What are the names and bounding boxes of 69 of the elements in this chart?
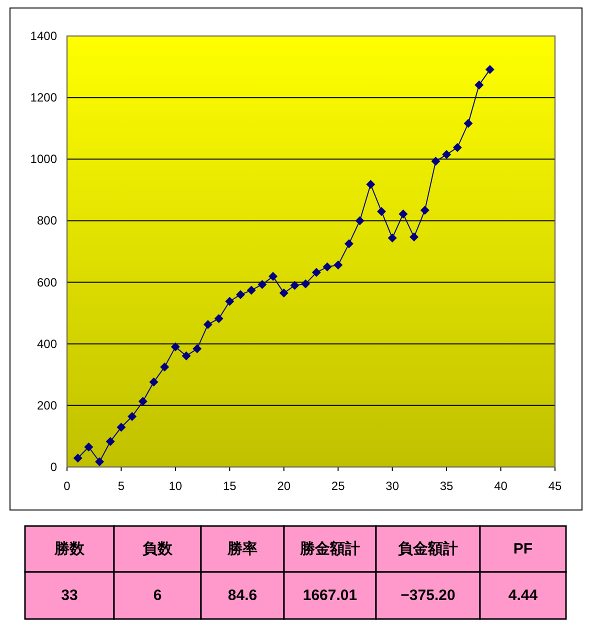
point — [366, 180, 376, 189]
table-cell: 勝率 — [228, 540, 258, 558]
table-cell: 負金額計 — [398, 540, 458, 558]
xtick: 25 — [331, 479, 345, 493]
table-cell: 33 — [61, 587, 78, 604]
point — [442, 150, 452, 160]
point — [225, 296, 234, 306]
point — [236, 290, 246, 300]
table-cell: 勝金額計 — [300, 540, 360, 558]
point — [420, 206, 430, 215]
table-cell: 6 — [153, 587, 162, 604]
ytick: 0 — [50, 460, 57, 474]
table-cell: 1667.01 — [302, 587, 358, 604]
point — [431, 156, 440, 166]
ytick: 400 — [36, 336, 57, 351]
point — [388, 233, 397, 242]
point — [410, 232, 419, 242]
point — [452, 142, 462, 152]
ytick: 1000 — [30, 152, 57, 166]
xtick: 35 — [440, 479, 454, 493]
table-cell: PF — [513, 540, 533, 558]
xtick: 0 — [64, 479, 70, 493]
table-cell: 負数 — [142, 540, 172, 558]
point — [322, 262, 332, 272]
xtick: 30 — [386, 479, 400, 493]
point — [214, 314, 224, 324]
table-cell: 84.6 — [228, 587, 258, 604]
point — [246, 286, 256, 295]
point — [290, 280, 300, 290]
point — [258, 280, 267, 289]
ytick: 600 — [36, 275, 57, 290]
xtick: 5 — [118, 479, 125, 493]
table-cell: −375.20 — [400, 587, 456, 604]
point — [376, 206, 386, 216]
xtick: 15 — [222, 479, 236, 493]
point — [73, 454, 82, 463]
point — [203, 320, 212, 329]
ytick: 200 — [36, 398, 57, 412]
xtick: 40 — [494, 479, 508, 493]
point — [84, 442, 94, 452]
point — [334, 260, 343, 270]
xtick: 45 — [548, 479, 562, 493]
point — [116, 422, 126, 432]
point — [95, 457, 104, 466]
point — [268, 272, 278, 281]
xtick: 10 — [168, 479, 182, 493]
point — [301, 279, 310, 288]
ytick: 800 — [36, 214, 57, 228]
point — [192, 344, 202, 354]
point — [170, 342, 180, 352]
point — [312, 268, 321, 277]
point — [474, 80, 484, 90]
point — [355, 216, 364, 226]
point — [106, 436, 115, 446]
point — [464, 118, 473, 128]
point — [149, 378, 158, 387]
table-cell: 勝数 — [54, 540, 84, 558]
table-cell: 4.44 — [508, 587, 538, 604]
point — [279, 288, 288, 298]
point — [182, 351, 191, 360]
point — [128, 412, 137, 422]
point — [485, 65, 494, 74]
ytick: 1400 — [30, 29, 57, 43]
ytick: 1200 — [30, 90, 57, 105]
point — [344, 239, 354, 248]
point — [138, 396, 148, 406]
point — [160, 362, 170, 372]
point — [398, 209, 408, 218]
xtick: 20 — [277, 479, 291, 493]
